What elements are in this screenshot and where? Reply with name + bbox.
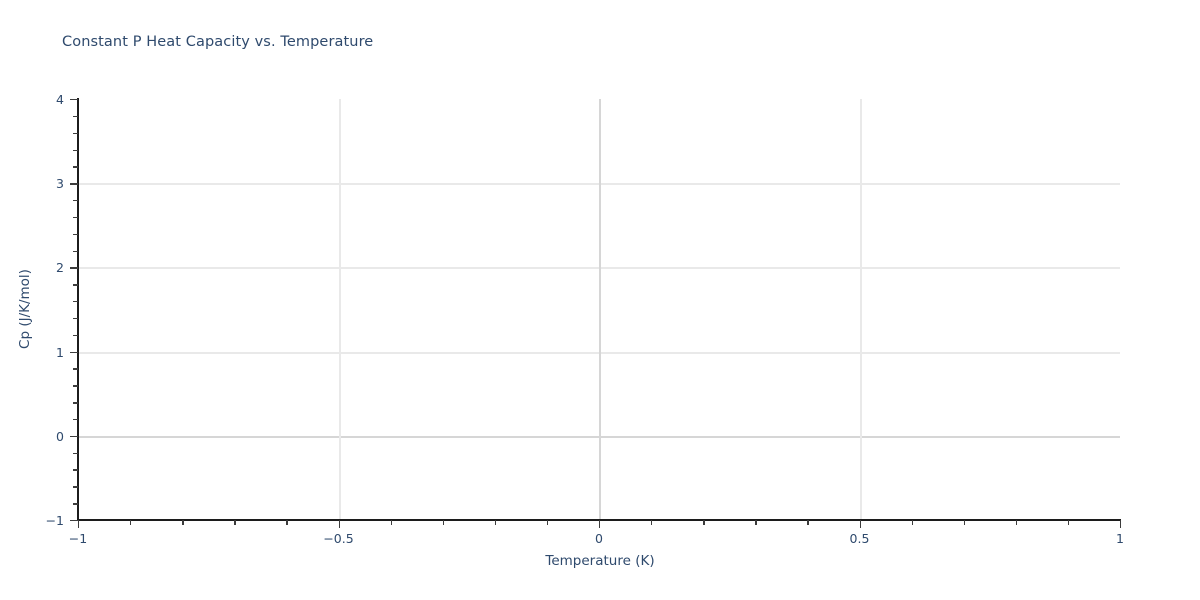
gridline-x-0 [599,99,601,520]
y-tick-minor [73,503,78,505]
gridline-x-neg0.5 [338,99,341,520]
x-tick-minor [911,520,913,525]
y-axis-label: Cp (J/K/mol) [17,269,33,349]
x-tick-minor [651,520,653,525]
x-tick-label-neg1: −1 [68,531,88,546]
y-tick-minor [73,301,78,303]
x-tick-major-neg1 [78,520,80,528]
y-tick-major-1 [70,351,78,353]
x-tick-minor [442,520,445,525]
x-tick-major-0 [599,520,601,528]
y-tick-major-4 [70,99,78,101]
x-tick-minor [286,520,288,525]
y-axis-spine [77,98,79,521]
x-tick-minor [755,520,757,525]
chart-title: Constant P Heat Capacity vs. Temperature [62,34,374,50]
x-tick-minor [234,520,236,525]
x-tick-minor [390,520,392,525]
y-tick-minor [73,250,78,252]
x-tick-minor [182,520,184,525]
x-tick-major-neg0.5 [338,520,340,528]
y-tick-major-0 [70,435,78,438]
x-tick-minor [546,520,549,525]
x-tick-label-0.5: 0.5 [849,531,870,546]
x-axis-spine [77,519,1121,521]
y-tick-minor [73,385,78,387]
y-tick-minor [73,149,78,151]
x-tick-label-neg0.5: −0.5 [323,531,354,546]
y-tick-label-2: 2 [56,260,64,276]
y-tick-minor [73,418,78,421]
y-tick-label-1: 1 [56,344,64,360]
data-series-layer [78,99,1120,520]
x-axis-label: Temperature (K) [545,553,655,569]
y-tick-major-2 [70,267,78,269]
y-tick-minor [73,469,78,471]
y-tick-minor [73,132,78,135]
x-tick-minor [807,520,809,525]
x-tick-minor [494,520,497,525]
y-tick-minor [73,200,78,202]
x-tick-label-1: 1 [1116,531,1124,546]
y-tick-minor [73,233,78,236]
y-tick-label-0: 0 [56,428,64,444]
x-tick-minor [1015,520,1018,525]
y-tick-label-neg1: −1 [45,513,64,528]
x-tick-minor [1067,520,1070,525]
y-tick-minor [73,216,78,219]
plot-area [78,99,1120,520]
y-tick-minor [73,317,78,320]
y-tick-major-neg1 [70,520,78,522]
y-tick-label-4: 4 [56,92,64,107]
y-tick-minor [73,486,78,488]
y-tick-major-3 [70,183,78,185]
y-tick-label-3: 3 [56,176,64,192]
x-tick-minor [963,520,966,525]
x-tick-major-0.5 [859,520,861,528]
gridline-x-0.5 [859,99,862,520]
x-tick-major-1 [1120,520,1122,528]
y-tick-minor [73,115,78,118]
x-tick-minor [130,520,132,525]
x-tick-minor [703,520,705,525]
x-tick-label-0: 0 [595,531,603,546]
y-tick-minor [73,166,78,168]
y-tick-minor [73,368,78,370]
y-tick-minor [73,334,78,337]
y-tick-minor [73,402,78,404]
y-tick-minor [73,284,78,286]
y-tick-minor [73,452,78,455]
